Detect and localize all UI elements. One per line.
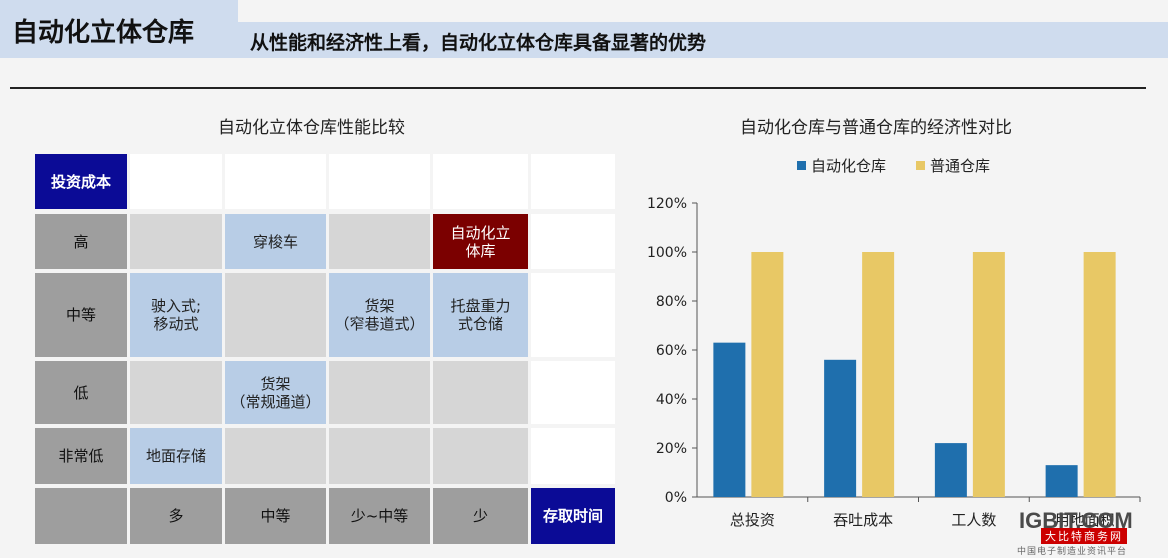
header-blank	[329, 154, 430, 209]
y-axis-label: 投资成本	[35, 154, 127, 209]
matrix-cell	[130, 214, 222, 269]
col-label-medium: 中等	[225, 488, 326, 544]
matrix-cell-label: 托盘重力 式仓储	[450, 297, 511, 333]
y-tick-label: 40%	[656, 392, 687, 408]
x-axis-label: 存取时间	[531, 488, 615, 544]
watermark: IGBIT.COM 大比特商务网 中国电子制造业资讯平台	[1015, 508, 1165, 557]
y-tick-label: 80%	[656, 294, 687, 310]
matrix-cell-pallet-flow: 托盘重力 式仓储	[433, 273, 528, 357]
chart-axes: 0% 20% 40% 60% 80% 100% 120% 总投资 吞吐成本 工人数 用地面积	[647, 196, 1141, 529]
bar-ordinary	[751, 252, 784, 497]
matrix-cell-label: 货架 （窄巷道式）	[334, 297, 425, 333]
bar-automated	[713, 342, 746, 497]
x-tick-label: 总投资	[730, 511, 775, 529]
page-title: 自动化立体仓库	[12, 18, 195, 48]
matrix-cell	[433, 428, 528, 484]
row-label-high: 高	[35, 214, 127, 269]
matrix-cell-label: 自动化立 体库	[450, 223, 511, 260]
row-label-very-low: 非常低	[35, 428, 127, 484]
header-blank	[433, 154, 528, 209]
y-tick-label: 100%	[647, 245, 687, 261]
x-tick-label: 吞吐成本	[833, 511, 893, 529]
matrix-cell-narrow-aisle: 货架 （窄巷道式）	[329, 273, 430, 357]
chart-legend: 自动化仓库 普通仓库	[797, 157, 990, 175]
watermark-line1: 大比特商务网	[1041, 528, 1127, 544]
matrix-cell-label: 地面存储	[145, 447, 206, 465]
row-label-low: 低	[35, 361, 127, 424]
matrix-cell	[329, 214, 430, 269]
header-blank	[531, 154, 615, 209]
x-tick-label: 用地面积	[1055, 511, 1115, 529]
matrix-cell	[329, 428, 430, 484]
y-tick-label: 60%	[656, 343, 687, 359]
col-label-few: 少	[433, 488, 528, 544]
matrix-cell	[225, 273, 326, 357]
corner-cell	[35, 488, 127, 544]
matrix-cell	[433, 361, 528, 424]
matrix-cell-drive-in: 驶入式; 移动式	[130, 273, 222, 357]
matrix-cell	[531, 214, 615, 269]
x-tick-label: 工人数	[951, 511, 996, 529]
matrix-cell-label: 穿梭车	[252, 232, 298, 251]
header-blank	[225, 154, 326, 209]
page-subtitle: 从性能和经济性上看，自动化立体仓库具备显著的优势	[250, 32, 707, 54]
matrix-cell	[531, 361, 615, 424]
bar-automated	[934, 443, 967, 497]
matrix-cell-label: 驶入式; 移动式	[150, 297, 202, 333]
title-box: 自动化立体仓库	[0, 0, 238, 58]
col-label-many: 多	[130, 488, 222, 544]
bar-automated	[1045, 465, 1078, 497]
legend-swatch	[916, 161, 925, 170]
bar-ordinary	[862, 252, 895, 497]
matrix-cell	[329, 361, 430, 424]
matrix-cell	[130, 361, 222, 424]
watermark-line2: 中国电子制造业资讯平台	[1017, 547, 1128, 557]
chart-title: 自动化仓库与普通仓库的经济性对比	[740, 118, 1012, 138]
matrix-cell-shuttle: 穿梭车	[225, 214, 326, 269]
matrix-cell	[225, 428, 326, 484]
y-tick-label: 0%	[665, 490, 687, 506]
row-label-medium: 中等	[35, 273, 127, 357]
y-tick-label: 120%	[647, 196, 687, 212]
matrix-cell	[531, 273, 615, 357]
header-blank	[130, 154, 222, 209]
matrix-cell-label: 货架 （常规通道）	[230, 374, 321, 411]
subtitle-bar: 从性能和经济性上看，自动化立体仓库具备显著的优势	[238, 22, 1168, 58]
y-tick-label: 20%	[656, 441, 687, 457]
matrix-cell	[531, 428, 615, 484]
bar-ordinary	[1083, 252, 1116, 497]
matrix-title: 自动化立体仓库性能比较	[218, 118, 405, 138]
bar-automated	[824, 359, 857, 497]
legend-label: 自动化仓库	[811, 157, 886, 175]
matrix-cell-asrs: 自动化立 体库	[433, 214, 528, 269]
legend-label: 普通仓库	[930, 157, 990, 175]
chart-bars	[713, 252, 1116, 497]
col-label-few-medium: 少~中等	[329, 488, 430, 544]
legend-swatch	[797, 161, 806, 170]
divider	[10, 87, 1146, 89]
matrix-cell-conventional: 货架 （常规通道）	[225, 361, 326, 424]
matrix-cell-floor: 地面存储	[130, 428, 222, 484]
bar-ordinary	[972, 252, 1005, 497]
